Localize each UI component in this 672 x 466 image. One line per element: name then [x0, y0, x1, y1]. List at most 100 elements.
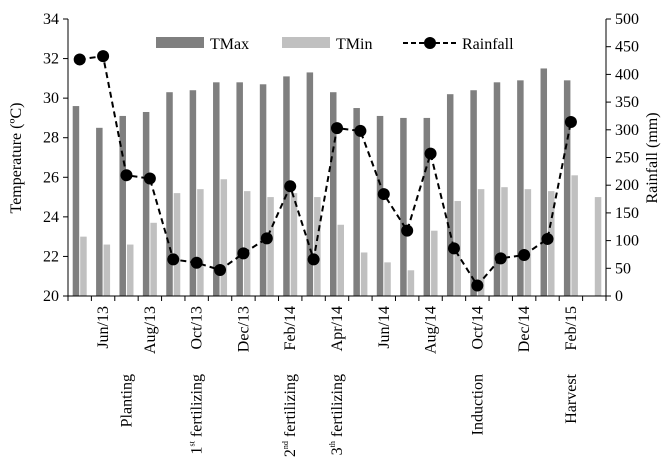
tmax-bar-Jul/14 — [400, 117, 407, 296]
y-right-tick-label-0: 0 — [615, 288, 623, 305]
event-label-harvest-21: Harvest — [563, 373, 580, 423]
legend-label-rainfall: Rainfall — [462, 36, 514, 53]
rainfall-point-Jan/14 — [260, 232, 273, 245]
y-right-tick-label-250: 250 — [615, 150, 639, 167]
rainfall-point-Jul/13 — [120, 169, 133, 182]
rainfall-line — [79, 54, 572, 288]
event-label-fertilizing-11: 3th fertilizing — [328, 374, 346, 455]
rainfall-point-Mar/14 — [307, 253, 320, 266]
legend-label-tmin: TMin — [336, 36, 372, 53]
y-left-tick-label-26: 26 — [43, 169, 59, 186]
tmin-bar-Aug/13 — [150, 222, 157, 296]
x-tick-label-Aug/14: Aug/14 — [423, 306, 440, 354]
rainfall-point-Aug/13 — [143, 172, 156, 185]
tmax-bar-Oct/14 — [470, 90, 477, 296]
x-tick-label-Jun/14: Jun/14 — [376, 306, 393, 349]
tmin-bar-Apr/14 — [337, 224, 344, 296]
x-tick-label-Dec/14: Dec/14 — [516, 306, 533, 352]
tmin-bar-Sep/13 — [173, 193, 181, 296]
y-left-tick-label-20: 20 — [43, 288, 59, 305]
rainfall-line-series — [73, 50, 577, 292]
x-tick-label-Oct/13: Oct/13 — [189, 306, 206, 350]
rainfall-point-Sep/13 — [167, 253, 180, 266]
tmax-bar-Apr/14 — [330, 92, 337, 296]
x-tick-label-Aug/13: Aug/13 — [142, 306, 159, 354]
tmin-bar-Jul/13 — [126, 244, 134, 296]
y-left-tick-label-32: 32 — [43, 51, 59, 68]
legend-swatch-rainfall-marker — [424, 37, 436, 49]
legend-label-tmax: TMax — [210, 36, 249, 53]
x-tick-label-Feb/15: Feb/15 — [563, 306, 580, 350]
y-right-tick-label-50: 50 — [615, 260, 631, 277]
event-label-induction-17: Induction — [469, 374, 486, 435]
tmin-bar-Nov/14 — [501, 187, 508, 296]
tmax-bar-Nov/13 — [213, 82, 220, 296]
y-right-tick-label-350: 350 — [615, 94, 639, 111]
left-axis-ticks: 20 22 24 26 28 30 32 34 — [43, 11, 68, 305]
rainfall-point-Jun/13 — [97, 50, 110, 63]
tmin-bar-Nov/13 — [220, 179, 228, 296]
tmax-bar-May/13 — [72, 106, 80, 296]
tmax-bar-Aug/14 — [423, 117, 431, 296]
x-tick-label-Apr/14: Apr/14 — [329, 306, 346, 351]
tmin-bar-Aug/14 — [431, 230, 438, 296]
y-left-tick-label-30: 30 — [43, 90, 59, 107]
tmax-bar-Dec/13 — [236, 82, 243, 296]
y-left-tick-label-24: 24 — [43, 209, 59, 226]
tmin-bar-May/14 — [360, 252, 368, 296]
x-tick-label-Feb/14: Feb/14 — [282, 306, 299, 350]
x-tick-label-Oct/14: Oct/14 — [469, 306, 486, 350]
x-axis-ticks: Jun/13 Aug/13 Oct/13 Dec/13 Feb/14 Apr/14 Jun/… — [67, 296, 607, 354]
tmin-bar-Dec/13 — [243, 191, 251, 296]
tmin-bar-Jan/14 — [267, 197, 274, 296]
y-right-tick-label-100: 100 — [615, 233, 639, 250]
tmin-bar-Mar/14 — [314, 197, 321, 296]
rainfall-point-Oct/14 — [471, 279, 484, 292]
tmax-bar-Feb/15 — [563, 80, 571, 296]
x-tick-label-Dec/13: Dec/13 — [235, 306, 252, 352]
rainfall-point-Nov/13 — [214, 263, 227, 276]
rainfall-point-May/13 — [73, 53, 86, 66]
tmax-bar-Sep/14 — [446, 94, 454, 296]
tmin-bar-Oct/13 — [197, 189, 204, 296]
tmin-bar-Jun/13 — [103, 244, 111, 296]
rainfall-point-Jul/14 — [401, 224, 414, 237]
rainfall-point-Jun/14 — [377, 188, 390, 201]
tmax-bar-Jun/14 — [376, 115, 384, 296]
legend: TMax TMin Rainfall — [156, 36, 514, 53]
tmax-bar-Aug/13 — [142, 111, 150, 296]
x-tick-label-Jun/13: Jun/13 — [95, 306, 112, 349]
tmax-bar-Nov/14 — [493, 82, 501, 296]
y-right-tick-label-150: 150 — [615, 205, 639, 222]
rainfall-point-Feb/14 — [284, 180, 297, 193]
tmax-bar-Oct/13 — [189, 90, 197, 296]
y-right-tick-label-200: 200 — [615, 177, 639, 194]
tmax-bar-Jun/13 — [96, 127, 103, 296]
legend-swatch-tmin — [282, 37, 330, 48]
tmin-bar-Dec/14 — [524, 189, 532, 296]
tmin-bar-May/13 — [80, 236, 87, 296]
event-label-fertilizing-9: 2nd fertilizing — [281, 374, 299, 457]
rainfall-point-May/14 — [354, 124, 367, 137]
rainfall-point-Dec/13 — [237, 247, 250, 260]
legend-swatch-tmax — [156, 37, 204, 48]
rainfall-point-Jan/15 — [541, 232, 554, 245]
tmax-bar-Mar/14 — [306, 72, 314, 297]
tmin-bar-Jul/14 — [407, 270, 415, 296]
tmin-bar-Feb/14 — [290, 193, 298, 296]
rainfall-point-Feb/15 — [564, 116, 577, 129]
tmax-bar-Jan/15 — [540, 68, 548, 296]
rainfall-point-Aug/14 — [424, 147, 437, 160]
tmax-bar-Dec/14 — [517, 80, 524, 296]
tmin-bar-Jun/14 — [384, 262, 391, 296]
rainfall-point-Dec/14 — [518, 249, 531, 262]
y-right-axis-title: Rainfall (mm) — [644, 112, 661, 203]
rainfall-point-Sep/14 — [447, 242, 460, 255]
tmin-bar-Feb/15 — [571, 175, 578, 296]
tmax-bar-May/14 — [353, 108, 360, 297]
y-right-tick-label-500: 500 — [615, 11, 639, 28]
y-right-tick-label-300: 300 — [615, 122, 639, 139]
event-labels: Planting 1st fertilizing 2nd fertilizing 3t… — [118, 373, 579, 457]
y-left-tick-label-34: 34 — [43, 11, 59, 28]
